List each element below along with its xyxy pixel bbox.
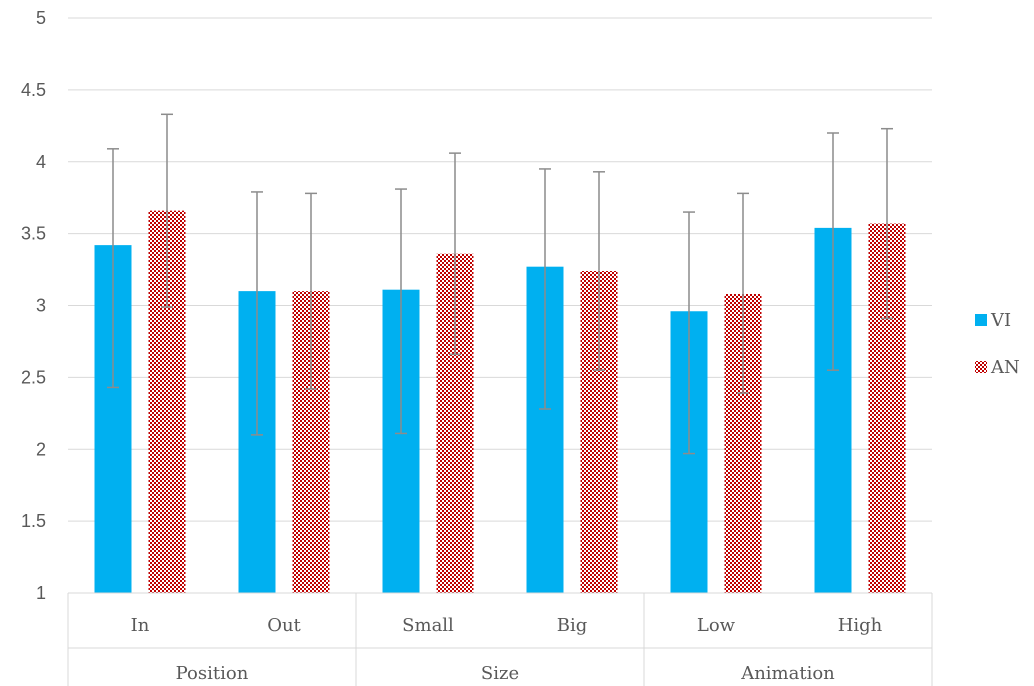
legend-swatch-an (975, 361, 987, 373)
category-label: Small (402, 615, 454, 636)
group-label: Animation (740, 663, 835, 684)
y-tick-label: 1.5 (21, 511, 46, 531)
category-label: In (131, 615, 150, 636)
legend: VI AN (975, 310, 1020, 378)
legend-label: AN (990, 357, 1020, 378)
y-tick-label: 3 (36, 296, 46, 316)
y-tick-label: 4.5 (21, 80, 46, 100)
category-label: High (838, 615, 883, 636)
group-label: Position (176, 663, 249, 684)
y-tick-label: 4 (36, 152, 46, 172)
y-tick-label: 2.5 (21, 367, 46, 387)
legend-label: VI (990, 310, 1011, 331)
legend-swatch-vi (975, 314, 987, 326)
group-label: Size (481, 663, 519, 684)
y-tick-label: 2 (36, 439, 46, 459)
category-label: Low (697, 615, 736, 636)
bars (94, 210, 906, 593)
category-label: Out (267, 615, 301, 636)
x-axis: In Out Small Big Low High Position Size Animatio… (67, 592, 933, 686)
y-axis: 1 1.5 2 2.5 3 3.5 4 4.5 5 (21, 8, 46, 603)
y-tick-label: 5 (36, 8, 46, 28)
y-tick-label: 1 (36, 583, 46, 603)
category-label: Big (557, 615, 588, 636)
y-tick-label: 3.5 (21, 224, 46, 244)
gridlines (68, 17, 932, 594)
error-bars (107, 113, 893, 455)
